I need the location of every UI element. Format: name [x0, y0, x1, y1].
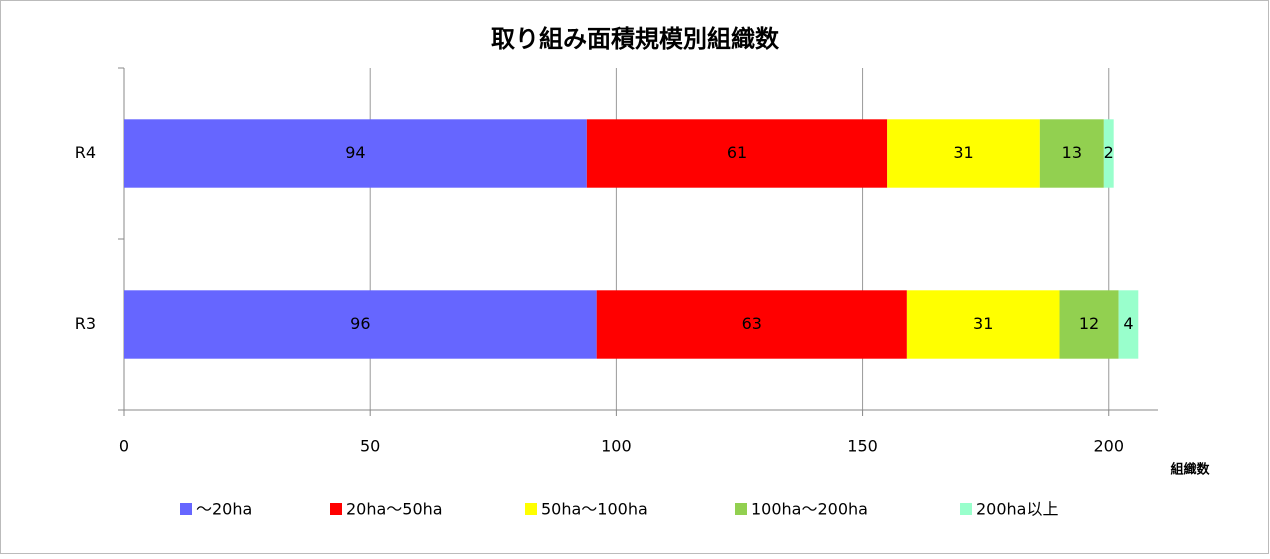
data-label: 13 — [1062, 143, 1082, 162]
data-label: 61 — [727, 143, 747, 162]
bar-segment — [1039, 119, 1104, 188]
x-tick-label: 200 — [1093, 437, 1124, 456]
bar-segment — [1059, 290, 1119, 359]
y-tick-label: R3 — [75, 314, 96, 333]
y-tick-label: R4 — [75, 143, 96, 162]
legend-swatch — [180, 503, 192, 515]
legend-label: ～20ha — [196, 500, 252, 519]
legend-label: 20ha～50ha — [346, 500, 443, 519]
legend-swatch — [960, 503, 972, 515]
legend-label: 200ha以上 — [976, 500, 1059, 519]
x-tick-label: 50 — [360, 437, 380, 456]
bar-segment — [586, 119, 888, 188]
data-label: 94 — [345, 143, 365, 162]
legend-swatch — [735, 503, 747, 515]
chart-title: 取り組み面積規模別組織数 — [491, 25, 780, 53]
legend-label: 50ha～100ha — [541, 500, 648, 519]
data-label: 12 — [1079, 314, 1099, 333]
bar-segment — [124, 290, 597, 359]
legend-swatch — [330, 503, 342, 515]
data-label: 31 — [973, 314, 993, 333]
legend-swatch — [525, 503, 537, 515]
bar-segment — [1118, 290, 1139, 359]
bar-segment — [124, 119, 587, 188]
bar-segment — [906, 290, 1060, 359]
data-label: 2 — [1104, 143, 1114, 162]
x-tick-label: 150 — [847, 437, 878, 456]
data-label: 31 — [953, 143, 973, 162]
data-label: 63 — [742, 314, 762, 333]
data-label: 96 — [350, 314, 370, 333]
x-axis-label: 組織数 — [1170, 462, 1210, 478]
data-label: 4 — [1123, 314, 1133, 333]
bar-segment — [1103, 119, 1114, 188]
bar-segment — [887, 119, 1040, 188]
legend-label: 100ha～200ha — [751, 500, 868, 519]
bar-segment — [596, 290, 907, 359]
x-tick-label: 100 — [601, 437, 632, 456]
x-tick-label: 0 — [119, 437, 129, 456]
